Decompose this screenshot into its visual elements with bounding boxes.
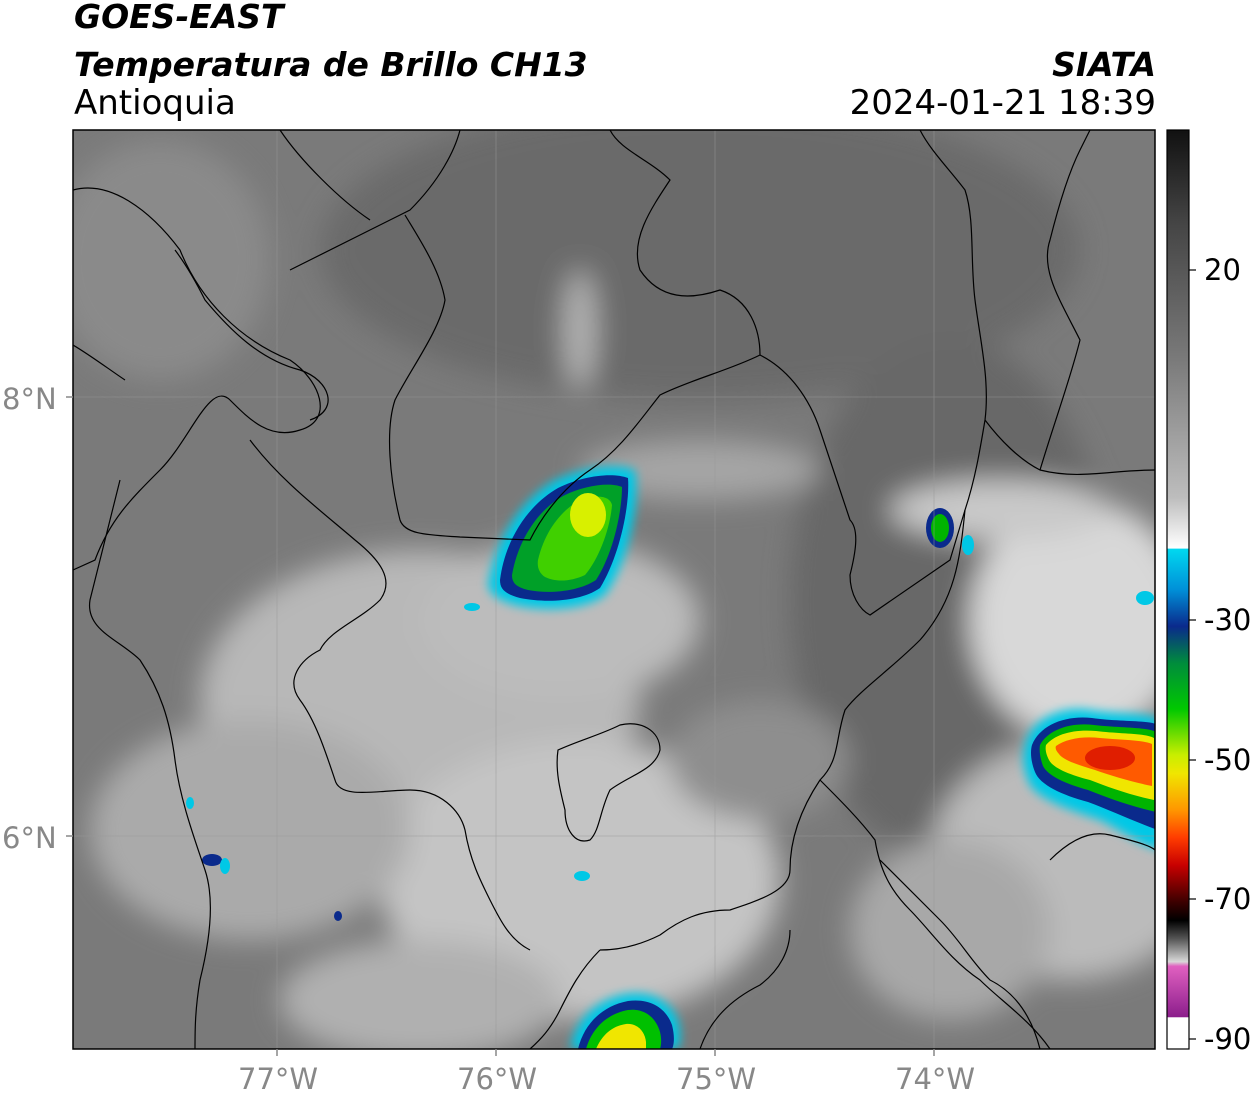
colorbar-label: -70 (1204, 882, 1252, 916)
product-title: Temperatura de Brillo CH13 (74, 45, 588, 84)
lon-label-76w: 76°W (457, 1062, 538, 1096)
colorbar (1166, 129, 1190, 1050)
colorbar-ticks (1189, 269, 1196, 1040)
small-cold-spots (186, 508, 1154, 921)
lon-label-77w: 77°W (238, 1062, 319, 1096)
convective-cell-east (1023, 709, 1155, 849)
map-frame (72, 129, 1156, 1050)
lon-label-74w: 74°W (895, 1062, 976, 1096)
colorbar-label: 20 (1204, 253, 1241, 287)
axis-ticks (66, 396, 935, 1056)
lat-label-8n: 8°N (2, 382, 57, 416)
lat-label-6n: 6°N (2, 821, 57, 855)
colorbar-label: -90 (1204, 1022, 1252, 1056)
timestamp: 2024-01-21 18:39 (849, 83, 1156, 123)
satellite-title: GOES-EAST (74, 0, 284, 36)
cloud-field (73, 130, 1155, 1049)
convective-cell-south (570, 993, 681, 1049)
gridlines (73, 130, 1155, 1049)
region-subtitle: Antioquia (74, 83, 236, 123)
colorbar-label: -30 (1204, 603, 1252, 637)
agency-label: SIATA (1052, 45, 1156, 84)
colorbar-label: -50 (1204, 743, 1252, 777)
lon-label-75w: 75°W (676, 1062, 757, 1096)
convective-cell-north (488, 466, 637, 609)
boundaries (73, 130, 1155, 1049)
